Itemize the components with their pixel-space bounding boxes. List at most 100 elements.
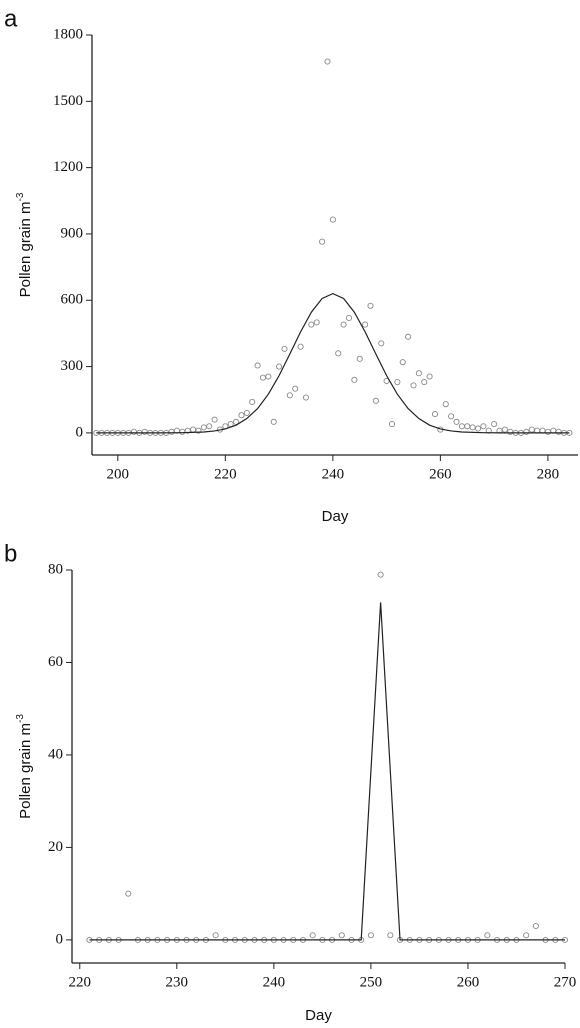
data-point bbox=[388, 421, 396, 428]
x-axis-label: Day bbox=[322, 508, 349, 525]
data-point bbox=[313, 319, 320, 326]
x-tick-label: 260 bbox=[457, 974, 480, 990]
y-tick-label: 1800 bbox=[53, 26, 83, 42]
data-point bbox=[276, 363, 283, 370]
data-point bbox=[410, 382, 417, 389]
data-point bbox=[415, 370, 422, 377]
data-point bbox=[243, 409, 250, 417]
data-point bbox=[319, 238, 326, 245]
data-point bbox=[335, 350, 342, 357]
data-point bbox=[362, 321, 369, 328]
data-point bbox=[125, 890, 132, 897]
y-axis-label: Pollen grain m-3 bbox=[15, 714, 34, 819]
data-point bbox=[367, 932, 374, 939]
data-point bbox=[206, 423, 213, 430]
data-point bbox=[356, 355, 363, 362]
data-point bbox=[190, 426, 197, 433]
y-tick-label: 80 bbox=[48, 561, 63, 577]
panel-label: b bbox=[4, 540, 17, 567]
data-point bbox=[168, 428, 175, 435]
y-axis-label-text: Pollen grain m bbox=[17, 723, 34, 819]
data-point bbox=[195, 427, 202, 434]
data-point bbox=[130, 428, 137, 435]
data-point bbox=[448, 413, 455, 420]
x-axis-label: Day bbox=[305, 1007, 332, 1024]
x-tick-label: 230 bbox=[166, 974, 189, 990]
data-point bbox=[491, 421, 498, 428]
data-point bbox=[426, 373, 433, 380]
data-point bbox=[484, 932, 491, 939]
data-point bbox=[555, 428, 562, 435]
y-axis-label: Pollen grain m-3 bbox=[15, 192, 34, 297]
x-tick-label: 220 bbox=[69, 974, 92, 990]
data-point bbox=[464, 423, 471, 430]
data-point bbox=[292, 385, 299, 392]
data-point bbox=[302, 394, 310, 401]
x-tick-label: 220 bbox=[214, 466, 237, 482]
data-point bbox=[265, 373, 272, 380]
data-point bbox=[544, 428, 551, 435]
panel: b 0 20 40 60 80 220 230 240 250 260 270 Day Pollen gr… bbox=[4, 540, 576, 1024]
y-tick-label: 0 bbox=[56, 931, 64, 947]
data-point bbox=[377, 571, 384, 578]
panel: a 0 300 600 900 1200 1500 1800 200 220 240 260 280 Da… bbox=[4, 5, 578, 525]
data-point bbox=[270, 418, 277, 425]
data-point bbox=[338, 932, 345, 939]
data-point bbox=[474, 425, 482, 432]
data-point bbox=[523, 932, 530, 939]
data-point bbox=[442, 401, 449, 408]
panel-label: a bbox=[4, 5, 18, 32]
data-point bbox=[387, 932, 394, 939]
y-tick-label: 900 bbox=[61, 225, 84, 241]
data-point bbox=[453, 418, 460, 425]
data-point bbox=[249, 398, 256, 405]
data-point bbox=[523, 428, 530, 435]
x-tick-label: 240 bbox=[263, 974, 286, 990]
x-tick-label: 200 bbox=[107, 466, 130, 482]
x-tick-label: 260 bbox=[429, 466, 452, 482]
y-axis-label-text: Pollen grain m bbox=[17, 202, 34, 298]
y-axis-label-superscript: -3 bbox=[15, 192, 26, 201]
data-point bbox=[351, 376, 358, 383]
data-point bbox=[308, 321, 315, 328]
data-point bbox=[507, 428, 514, 435]
data-point bbox=[259, 374, 267, 381]
data-point bbox=[286, 392, 293, 399]
data-point bbox=[394, 379, 401, 386]
data-point bbox=[179, 428, 186, 435]
data-point bbox=[378, 340, 385, 347]
data-point bbox=[324, 58, 331, 65]
data-point bbox=[200, 424, 207, 431]
data-point bbox=[501, 426, 508, 433]
data-point bbox=[528, 426, 535, 433]
y-tick-label: 600 bbox=[61, 292, 84, 308]
y-tick-label: 40 bbox=[48, 746, 63, 762]
data-point bbox=[480, 423, 487, 430]
data-point bbox=[367, 302, 374, 309]
x-tick-label: 280 bbox=[537, 466, 560, 482]
data-point bbox=[532, 922, 539, 930]
data-point bbox=[212, 932, 219, 939]
x-tick-label: 270 bbox=[554, 974, 577, 990]
data-point bbox=[431, 411, 439, 418]
data-point bbox=[297, 343, 304, 350]
data-point bbox=[372, 397, 379, 404]
y-tick-label: 1200 bbox=[53, 159, 83, 175]
fit-line bbox=[96, 292, 570, 434]
data-point bbox=[421, 379, 428, 386]
data-point bbox=[329, 216, 336, 223]
data-point bbox=[345, 314, 353, 321]
data-point bbox=[340, 321, 347, 328]
y-axis-label-superscript: -3 bbox=[15, 714, 26, 723]
y-tick-label: 60 bbox=[48, 654, 63, 670]
data-point bbox=[254, 362, 261, 369]
x-tick-label: 250 bbox=[360, 974, 383, 990]
data-point bbox=[211, 416, 218, 423]
data-point bbox=[458, 423, 465, 430]
y-tick-label: 1500 bbox=[53, 93, 83, 109]
fit-line bbox=[89, 602, 565, 941]
data-point bbox=[399, 359, 406, 366]
y-tick-label: 0 bbox=[76, 424, 84, 440]
y-tick-label: 300 bbox=[61, 358, 84, 374]
